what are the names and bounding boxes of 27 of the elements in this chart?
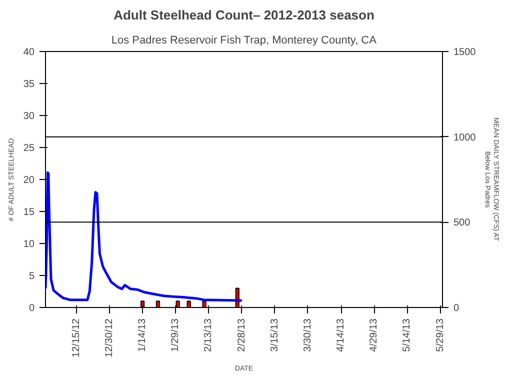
y2-tick-label: 0 xyxy=(454,303,460,314)
y2-tick-label: 1500 xyxy=(454,47,476,58)
x-tick-label: 2/28/13 xyxy=(236,318,248,352)
x-tick-label: 5/14/13 xyxy=(402,318,413,352)
x-tick-label: 5/29/13 xyxy=(434,318,446,352)
x-tick-label: 1/29/13 xyxy=(170,318,182,352)
y-tick-label: 15 xyxy=(23,207,35,218)
y-tick-label: 0 xyxy=(28,303,35,314)
y-tick-label: 35 xyxy=(23,79,35,90)
y2-tick-label: 1000 xyxy=(454,132,476,144)
y-tick-label: 25 xyxy=(23,143,35,154)
x-tick-label: 4/14/13 xyxy=(336,318,347,352)
y-tick-label: 40 xyxy=(23,47,35,58)
x-tick-label: 12/15/12 xyxy=(70,318,82,358)
chart-title: Adult Steelhead Count– 2012-2013 season xyxy=(114,8,374,22)
x-tick-label: 3/15/13 xyxy=(269,318,280,352)
y-tick-label: 10 xyxy=(23,239,35,250)
x-tick-label: 2/13/13 xyxy=(203,318,214,352)
x-tick-label: 1/14/13 xyxy=(137,318,148,352)
chart-subtitle: Los Padres Reservoir Fish Trap, Monterey County, CA xyxy=(111,34,378,46)
y-tick-label: 5 xyxy=(28,271,35,282)
x-tick-label: 4/29/13 xyxy=(368,318,380,352)
x-tick-label: 3/30/13 xyxy=(302,318,314,352)
x-tick-label: 12/30/12 xyxy=(104,318,115,358)
y-tick-label: 20 xyxy=(23,175,35,186)
y2-tick-label: 500 xyxy=(454,218,471,229)
y-tick-label: 30 xyxy=(23,111,35,122)
